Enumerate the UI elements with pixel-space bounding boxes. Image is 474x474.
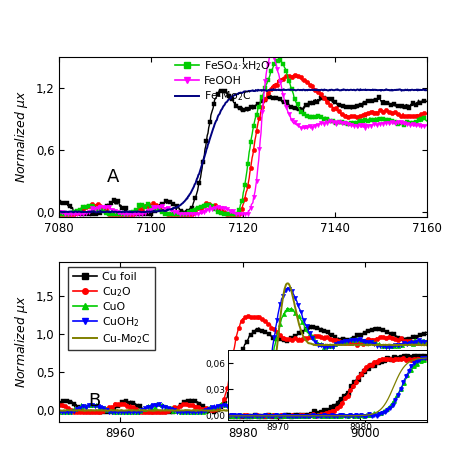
Text: B: B	[89, 392, 101, 410]
Y-axis label: Normalized $\mu$x: Normalized $\mu$x	[13, 296, 30, 388]
Y-axis label: Normalized $\mu$x: Normalized $\mu$x	[13, 91, 30, 183]
Text: A: A	[107, 168, 119, 186]
Legend: Cu foil, Cu$_2$O, CuO, CuOH$_2$, Cu-Mo$_2$C: Cu foil, Cu$_2$O, CuO, CuOH$_2$, Cu-Mo$_…	[68, 267, 155, 350]
Legend: FeSO$_4$·xH$_2$O, FeOOH, Fe-Mo$_2$C: FeSO$_4$·xH$_2$O, FeOOH, Fe-Mo$_2$C	[175, 59, 271, 103]
